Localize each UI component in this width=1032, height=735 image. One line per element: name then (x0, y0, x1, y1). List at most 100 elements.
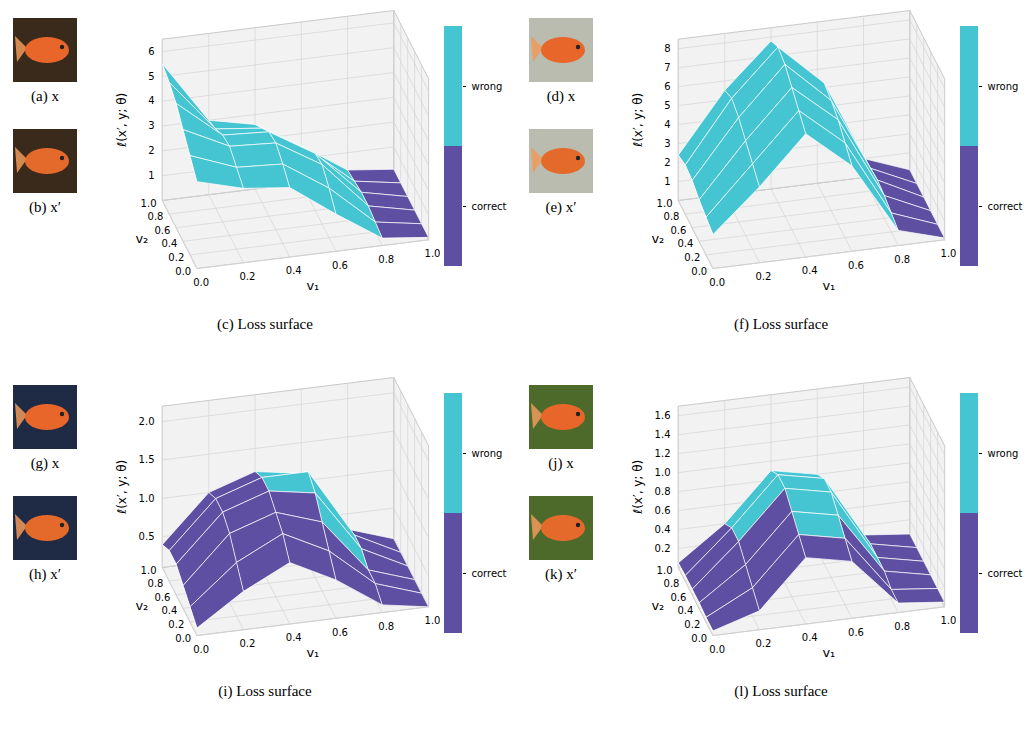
svg-text:0.0: 0.0 (193, 644, 209, 655)
svg-text:3: 3 (148, 120, 154, 131)
svg-text:v₁: v₁ (822, 278, 835, 293)
svg-text:0.2: 0.2 (756, 638, 772, 649)
svg-text:0.6: 0.6 (670, 592, 686, 603)
html-text:(d) x: (d) x (546, 88, 576, 104)
svg-text:v₁: v₁ (306, 645, 319, 660)
svg-text:0.4: 0.4 (161, 605, 177, 616)
svg-text:0.8: 0.8 (655, 486, 671, 497)
svg-text:1.4: 1.4 (655, 429, 671, 440)
svg-text:0.6: 0.6 (332, 627, 348, 638)
svg-text:7: 7 (664, 62, 670, 73)
svg-text:0.2: 0.2 (756, 271, 772, 282)
svg-text:1.0: 1.0 (657, 198, 673, 209)
svg-text:v₂: v₂ (135, 231, 148, 246)
svg-text:0.2: 0.2 (684, 619, 700, 630)
svg-text:0.4: 0.4 (161, 238, 177, 249)
svg-text:4: 4 (664, 119, 670, 130)
svg-text:0.0: 0.0 (691, 633, 707, 644)
html-text:(f) Loss surface: (f) Loss surface (733, 316, 829, 332)
svg-text:4: 4 (148, 95, 154, 106)
svg-text:v₂: v₂ (651, 598, 664, 613)
svg-text:1: 1 (664, 176, 670, 187)
svg-text:0.4: 0.4 (286, 265, 302, 276)
svg-text:0.2: 0.2 (684, 252, 700, 263)
svg-text:1.0: 1.0 (941, 248, 957, 259)
svg-text:0.4: 0.4 (677, 605, 693, 616)
svg-text:0.8: 0.8 (664, 211, 680, 222)
svg-text:0.2: 0.2 (655, 543, 671, 554)
svg-text:5: 5 (148, 71, 154, 82)
svg-text:0.6: 0.6 (332, 260, 348, 271)
svg-text:v₁: v₁ (822, 645, 835, 660)
svg-text:0.2: 0.2 (240, 271, 256, 282)
svg-text:1.5: 1.5 (139, 454, 155, 465)
svg-text:0.0: 0.0 (709, 644, 725, 655)
svg-text:wrong: wrong (472, 448, 503, 459)
svg-text:0.6: 0.6 (154, 592, 170, 603)
svg-text:ℓ(x′, y; θ): ℓ(x′, y; θ) (631, 460, 645, 515)
html-text:(e) x′: (e) x′ (545, 199, 577, 215)
svg-text:wrong: wrong (988, 448, 1019, 459)
svg-text:wrong: wrong (988, 81, 1019, 92)
svg-text:wrong: wrong (472, 81, 503, 92)
svg-text:ℓ(x′, y; θ): ℓ(x′, y; θ) (631, 93, 645, 148)
svg-text:0.5: 0.5 (139, 531, 155, 542)
svg-text:0.6: 0.6 (655, 505, 671, 516)
svg-text:1: 1 (148, 170, 154, 181)
svg-text:correct: correct (988, 568, 1023, 579)
svg-text:1.0: 1.0 (657, 565, 673, 576)
svg-text:0.0: 0.0 (193, 277, 209, 288)
svg-text:0.8: 0.8 (148, 211, 164, 222)
svg-text:0.6: 0.6 (670, 225, 686, 236)
svg-text:0.8: 0.8 (378, 254, 394, 265)
svg-text:0.2: 0.2 (240, 638, 256, 649)
svg-text:0.0: 0.0 (175, 266, 191, 277)
svg-text:0.4: 0.4 (677, 238, 693, 249)
svg-text:0.2: 0.2 (168, 619, 184, 630)
svg-text:0.4: 0.4 (802, 265, 818, 276)
svg-text:1.0: 1.0 (141, 198, 157, 209)
svg-text:ℓ(x′, y; θ): ℓ(x′, y; θ) (115, 93, 129, 148)
svg-text:0.8: 0.8 (894, 254, 910, 265)
svg-text:0.6: 0.6 (848, 260, 864, 271)
svg-text:5: 5 (664, 100, 670, 111)
svg-text:8: 8 (664, 43, 670, 54)
svg-text:correct: correct (472, 201, 507, 212)
svg-text:2: 2 (664, 157, 670, 168)
svg-text:1.0: 1.0 (655, 467, 671, 478)
svg-text:0.0: 0.0 (691, 266, 707, 277)
svg-text:0.8: 0.8 (378, 621, 394, 632)
html-text:(a) x: (a) x (31, 88, 59, 104)
svg-text:0.4: 0.4 (802, 632, 818, 643)
svg-text:v₂: v₂ (651, 231, 664, 246)
svg-text:v₁: v₁ (306, 278, 319, 293)
svg-text:6: 6 (664, 81, 670, 92)
svg-text:0.6: 0.6 (848, 627, 864, 638)
svg-text:correct: correct (988, 201, 1023, 212)
svg-text:1.6: 1.6 (655, 410, 671, 421)
svg-text:ℓ(x′, y; θ): ℓ(x′, y; θ) (115, 460, 129, 515)
svg-text:1.0: 1.0 (425, 248, 441, 259)
html-text:(b) x′: (b) x′ (29, 199, 61, 215)
svg-text:0.4: 0.4 (286, 632, 302, 643)
svg-text:1.0: 1.0 (425, 615, 441, 626)
html-text:(c) Loss surface: (c) Loss surface (217, 316, 313, 332)
svg-text:0.0: 0.0 (175, 633, 191, 644)
svg-text:1.0: 1.0 (141, 565, 157, 576)
svg-text:6: 6 (148, 46, 154, 57)
svg-text:2.0: 2.0 (139, 416, 155, 427)
svg-text:0.4: 0.4 (655, 524, 671, 535)
svg-text:2: 2 (148, 145, 154, 156)
svg-text:0.8: 0.8 (148, 578, 164, 589)
svg-text:0.8: 0.8 (894, 621, 910, 632)
svg-text:v₂: v₂ (135, 598, 148, 613)
svg-text:1.0: 1.0 (941, 615, 957, 626)
svg-text:0.0: 0.0 (709, 277, 725, 288)
svg-text:0.6: 0.6 (154, 225, 170, 236)
svg-text:1.2: 1.2 (655, 448, 671, 459)
svg-text:0.2: 0.2 (168, 252, 184, 263)
svg-text:3: 3 (664, 138, 670, 149)
svg-text:1.0: 1.0 (139, 493, 155, 504)
svg-text:correct: correct (472, 568, 507, 579)
svg-text:0.8: 0.8 (664, 578, 680, 589)
